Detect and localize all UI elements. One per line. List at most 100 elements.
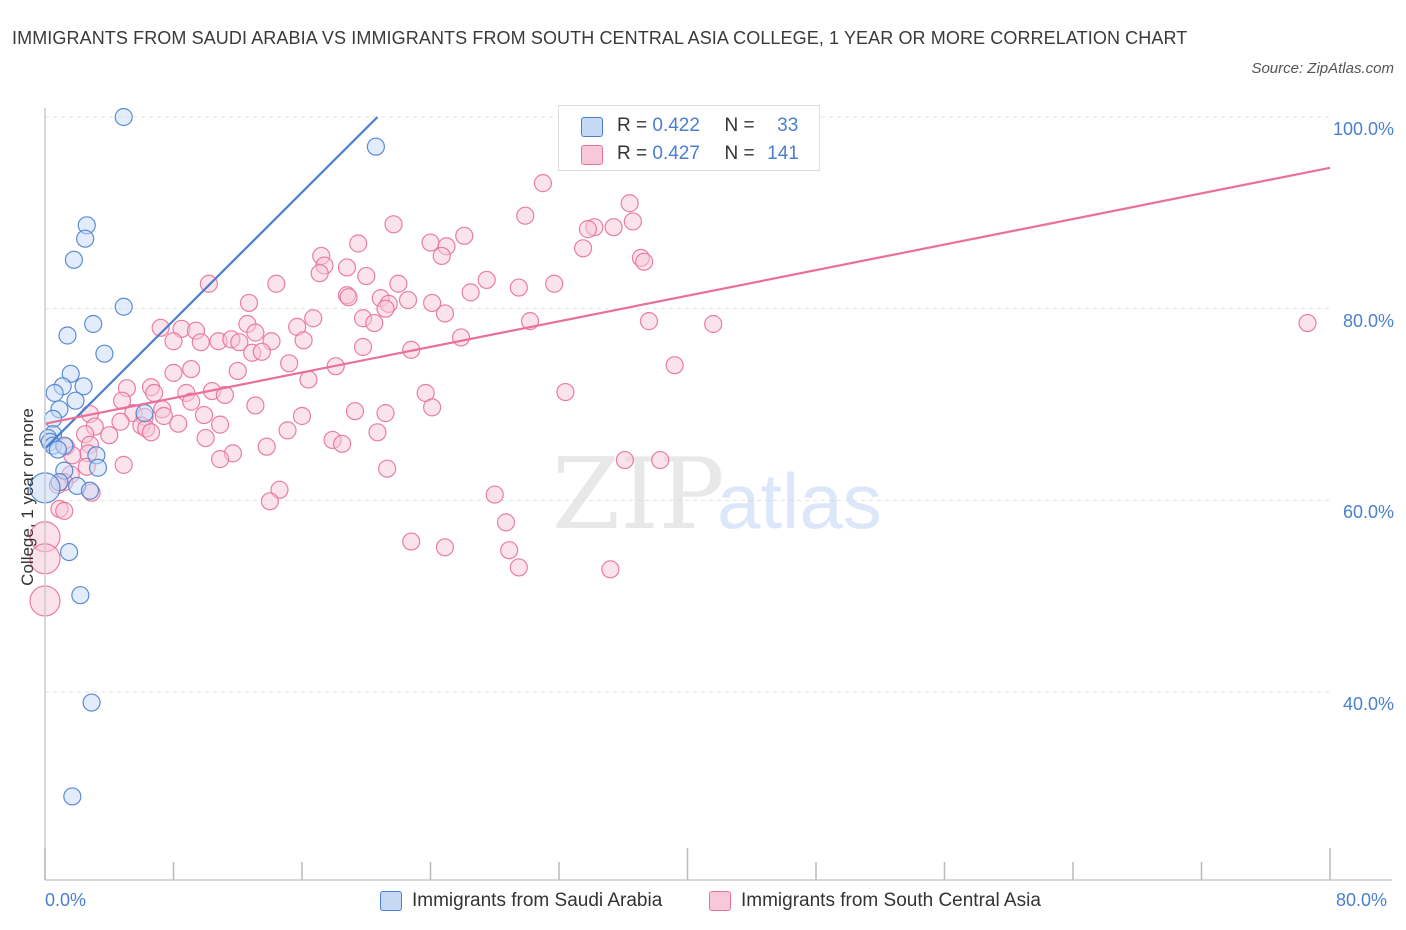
south-central-asia-point-49 <box>246 323 265 342</box>
south-central-asia-point-19 <box>310 264 329 283</box>
bottom-legend-swatch-blue <box>380 891 402 911</box>
legend-r-value-saudi-arabia: 0.422 <box>652 115 700 136</box>
y-tick-label-0: 100.0% <box>1332 119 1394 139</box>
south-central-asia-trend-line <box>44 166 1331 425</box>
south-central-asia-point-71 <box>145 383 164 403</box>
trend-lines <box>44 116 1331 450</box>
saudi-arabia-point-0 <box>114 107 133 127</box>
chart-title: IMMIGRANTS FROM SAUDI ARABIA VS IMMIGRAN… <box>12 28 1188 48</box>
legend-n-value-saudi-arabia: 33 <box>777 115 799 136</box>
south-central-asia-point-103 <box>333 434 352 453</box>
south-central-asia-point-41 <box>365 313 384 333</box>
south-central-asia-point-36 <box>435 304 455 323</box>
south-central-asia-point-22 <box>267 274 286 293</box>
south-central-asia-point-0 <box>533 174 553 193</box>
south-central-asia-point-129 <box>509 558 528 577</box>
south-central-asia-point-3 <box>623 212 642 231</box>
y-axis-label: College, 1 year or more <box>18 408 37 586</box>
south-central-asia-point-28 <box>461 283 480 302</box>
saudi-arabia-point-24 <box>88 458 108 477</box>
south-central-asia-point-79 <box>182 392 201 411</box>
south-central-asia-point-97 <box>278 421 297 440</box>
south-central-asia-point-33 <box>423 293 442 313</box>
south-central-asia-point-43 <box>1298 313 1317 333</box>
south-central-asia-point-115 <box>378 459 397 478</box>
south-central-asia-point-5 <box>604 218 623 237</box>
saudi-arabia-point-30 <box>59 542 79 562</box>
source-label: Source: ZipAtlas.com <box>1251 60 1394 77</box>
legend-n-value-south-central-asia: 141 <box>767 143 799 164</box>
south-central-asia-point-9 <box>421 233 440 252</box>
south-central-asia-point-126 <box>402 532 421 551</box>
saudi-arabia-point-16 <box>43 409 63 428</box>
south-central-asia-point-45 <box>151 318 170 337</box>
y-tick-label-3: 40.0% <box>1342 694 1394 714</box>
south-central-asia-point-40 <box>304 309 323 328</box>
south-central-asia-point-8 <box>455 226 474 245</box>
south-central-asia-point-101 <box>196 428 215 448</box>
south-central-asia-point-50 <box>451 328 471 347</box>
saudi-arabia-point-8 <box>95 344 114 363</box>
south-central-asia-point-6 <box>578 220 598 239</box>
watermark-atlas: atlas <box>717 457 882 545</box>
south-central-asia-point-63 <box>280 354 299 373</box>
south-central-asia-point-83 <box>376 404 395 423</box>
saudi-arabia-point-11 <box>74 377 93 396</box>
south-central-asia-point-51 <box>164 332 183 351</box>
south-central-asia-point-15 <box>635 252 654 271</box>
saudi-arabia-point-33 <box>63 787 82 806</box>
south-central-asia-point-55 <box>230 333 249 352</box>
legend-swatch-blue <box>581 117 603 137</box>
axes <box>44 108 1392 881</box>
saudi-arabia-trend-line <box>44 116 379 450</box>
south-central-asia-point-68 <box>299 370 318 389</box>
saudi-arabia-point-31 <box>71 586 90 605</box>
south-central-asia-point-11 <box>349 234 368 253</box>
south-central-asia-point-127 <box>435 538 455 557</box>
saudi-arabia-point-1 <box>366 137 385 156</box>
saudi-arabia-point-12 <box>45 383 64 403</box>
legend-n-label: N = <box>724 143 755 164</box>
south-central-asia-point-82 <box>345 402 365 421</box>
south-central-asia-point-88 <box>154 406 173 426</box>
south-central-asia-point-92 <box>169 414 188 433</box>
south-central-asia-point-65 <box>182 359 201 379</box>
south-central-asia-point-124 <box>55 501 74 520</box>
bottom-legend-label-south-central-asia: Immigrants from South Central Asia <box>741 890 1041 911</box>
watermark-zip: ZIP <box>552 438 725 552</box>
south-central-asia-point-52 <box>191 333 210 352</box>
south-central-asia-point-64 <box>228 361 247 381</box>
south-central-asia-point-7 <box>384 215 403 234</box>
x-tick-80: 80.0% <box>1336 890 1388 910</box>
y-tick-label-2: 60.0% <box>1342 502 1394 523</box>
south-central-asia-point-35 <box>376 299 395 318</box>
south-central-asia-point-31 <box>239 293 259 313</box>
south-central-asia-point-90 <box>111 412 130 431</box>
legend-n-label: N = <box>724 115 755 136</box>
bottom-legend-label-saudi-arabia: Immigrants from Saudi Arabia <box>412 890 663 911</box>
watermark: ZIP atlas <box>552 438 882 552</box>
stats-legend: R = 0.422 N = 33 R = 0.427 N = 141 <box>558 105 820 171</box>
legend-swatch-pink <box>581 145 603 165</box>
saudi-arabia-point-28 <box>80 481 100 500</box>
south-central-asia-point-67 <box>665 356 684 375</box>
south-central-asia-point-12 <box>573 239 593 258</box>
south-central-asia-point-25 <box>545 274 564 293</box>
saudi-arabia-point-15 <box>135 404 154 423</box>
south-central-asia-point-89 <box>194 405 214 425</box>
saudi-arabia-point-6 <box>84 314 103 334</box>
south-central-asia-point-1 <box>516 206 535 225</box>
saudi-arabia-point-3 <box>76 229 95 248</box>
south-central-asia-point-2 <box>620 194 639 213</box>
bottom-legend-swatch-pink <box>709 891 731 911</box>
legend-r-label: R = <box>617 115 648 136</box>
south-central-asia-point-93 <box>210 415 230 434</box>
south-central-asia-point-113 <box>114 455 133 474</box>
south-central-asia-point-24 <box>509 278 528 297</box>
south-central-asia-point-57 <box>294 331 313 350</box>
south-central-asia-point-18 <box>337 258 357 277</box>
south-central-asia-point-76 <box>556 382 575 402</box>
south-central-asia-point-121 <box>485 485 504 504</box>
saudi-arabia-point-5 <box>114 297 133 316</box>
saudi-arabia-point-22 <box>48 440 67 459</box>
